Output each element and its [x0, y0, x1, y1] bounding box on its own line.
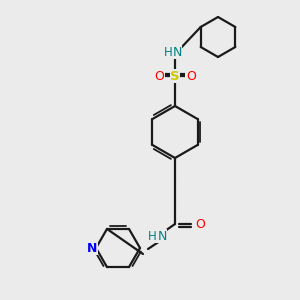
Text: N: N — [172, 46, 182, 59]
Text: N: N — [87, 242, 97, 254]
Text: S: S — [170, 70, 180, 83]
Text: O: O — [154, 70, 164, 83]
Text: H: H — [148, 230, 156, 242]
Text: O: O — [195, 218, 205, 230]
Text: H: H — [164, 46, 172, 59]
Text: N: N — [157, 230, 167, 242]
Text: O: O — [186, 70, 196, 83]
